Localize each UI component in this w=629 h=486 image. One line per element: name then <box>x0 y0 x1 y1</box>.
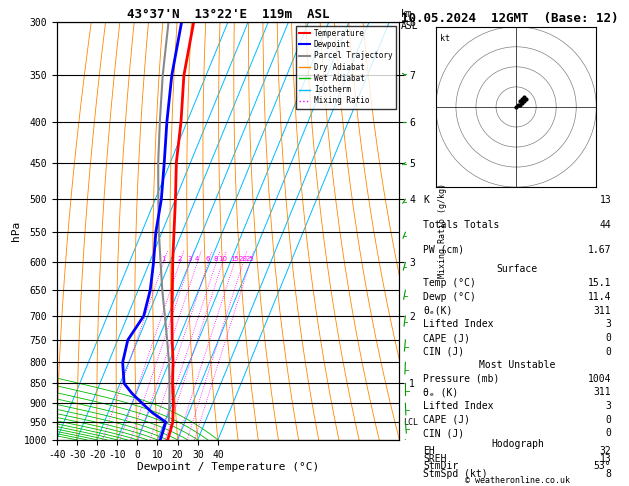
Text: θₑ(K): θₑ(K) <box>423 306 453 315</box>
Point <box>511 103 521 111</box>
Text: Dewp (°C): Dewp (°C) <box>423 292 476 302</box>
Text: EH: EH <box>423 446 435 456</box>
Text: 3: 3 <box>606 319 611 330</box>
Text: 32: 32 <box>599 446 611 456</box>
Text: 1.67: 1.67 <box>588 245 611 255</box>
Text: 0: 0 <box>606 333 611 343</box>
Text: kt: kt <box>440 34 450 43</box>
Text: 0: 0 <box>606 428 611 438</box>
Text: CAPE (J): CAPE (J) <box>423 415 470 425</box>
Text: 1: 1 <box>161 257 166 262</box>
Text: 4: 4 <box>195 257 199 262</box>
Text: 13: 13 <box>599 195 611 205</box>
Text: Surface: Surface <box>497 264 538 274</box>
X-axis label: Dewpoint / Temperature (°C): Dewpoint / Temperature (°C) <box>137 462 319 472</box>
Text: Lifted Index: Lifted Index <box>423 401 494 411</box>
Point <box>515 101 525 109</box>
Text: Mixing Ratio (g/kg): Mixing Ratio (g/kg) <box>438 183 447 278</box>
Text: km: km <box>401 9 413 19</box>
Text: θₑ (K): θₑ (K) <box>423 387 459 398</box>
Text: 10.05.2024  12GMT  (Base: 12): 10.05.2024 12GMT (Base: 12) <box>401 12 618 25</box>
Text: Hodograph: Hodograph <box>491 438 544 449</box>
Text: K: K <box>423 195 429 205</box>
Text: LCL: LCL <box>403 417 418 427</box>
Text: Totals Totals: Totals Totals <box>423 220 499 230</box>
Text: Most Unstable: Most Unstable <box>479 361 555 370</box>
Text: Temp (°C): Temp (°C) <box>423 278 476 288</box>
Point <box>517 99 527 107</box>
Text: 15: 15 <box>230 257 239 262</box>
Text: SREH: SREH <box>423 453 447 464</box>
Point <box>519 97 529 105</box>
Text: 44: 44 <box>599 220 611 230</box>
Text: Pressure (mb): Pressure (mb) <box>423 374 499 384</box>
Text: 8: 8 <box>606 469 611 479</box>
Text: 13: 13 <box>599 453 611 464</box>
Text: CIN (J): CIN (J) <box>423 428 464 438</box>
Text: CIN (J): CIN (J) <box>423 347 464 357</box>
Text: 15.1: 15.1 <box>588 278 611 288</box>
Text: 311: 311 <box>594 306 611 315</box>
Y-axis label: hPa: hPa <box>11 221 21 241</box>
Text: 2: 2 <box>177 257 182 262</box>
Title: 43°37'N  13°22'E  119m  ASL: 43°37'N 13°22'E 119m ASL <box>127 8 329 21</box>
Text: PW (cm): PW (cm) <box>423 245 464 255</box>
Text: StmDir: StmDir <box>423 461 459 471</box>
Text: CAPE (J): CAPE (J) <box>423 333 470 343</box>
Text: 53°: 53° <box>594 461 611 471</box>
Text: 10: 10 <box>218 257 227 262</box>
Point <box>521 95 531 103</box>
Legend: Temperature, Dewpoint, Parcel Trajectory, Dry Adiabat, Wet Adiabat, Isotherm, Mi: Temperature, Dewpoint, Parcel Trajectory… <box>296 26 396 108</box>
Text: Lifted Index: Lifted Index <box>423 319 494 330</box>
Text: ASL: ASL <box>401 20 419 31</box>
Text: 0: 0 <box>606 415 611 425</box>
Point <box>519 93 529 101</box>
Text: 3: 3 <box>606 401 611 411</box>
Point <box>513 101 523 109</box>
Text: 3: 3 <box>187 257 192 262</box>
Text: 25: 25 <box>246 257 255 262</box>
Text: StmSpd (kt): StmSpd (kt) <box>423 469 488 479</box>
Text: © weatheronline.co.uk: © weatheronline.co.uk <box>465 475 569 485</box>
Text: 0: 0 <box>606 347 611 357</box>
Point <box>515 97 525 105</box>
Text: 8: 8 <box>214 257 218 262</box>
Point <box>517 95 527 103</box>
Text: 311: 311 <box>594 387 611 398</box>
Text: 20: 20 <box>239 257 248 262</box>
Text: 11.4: 11.4 <box>588 292 611 302</box>
Text: 1004: 1004 <box>588 374 611 384</box>
Text: 6: 6 <box>206 257 211 262</box>
